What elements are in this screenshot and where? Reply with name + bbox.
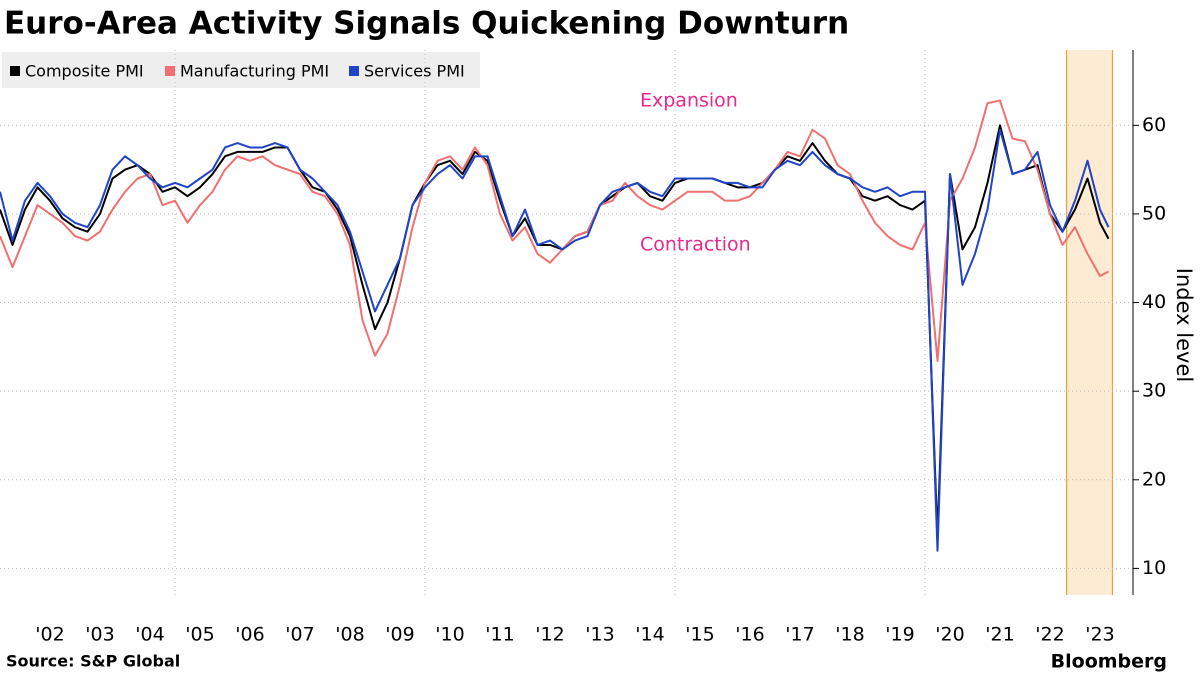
annotation: Expansion	[640, 90, 738, 112]
x-tick-label: '09	[385, 624, 414, 646]
x-tick-label: '04	[135, 624, 164, 646]
series-line	[0, 128, 1110, 552]
y-tick-label: 60	[1142, 114, 1166, 136]
x-tick-label: '16	[735, 624, 764, 646]
x-tick-label: '03	[85, 624, 114, 646]
x-tick-label: '22	[1035, 624, 1064, 646]
y-axis-label: Index level	[1172, 268, 1196, 382]
legend-box	[2, 52, 480, 88]
y-tick-label: 10	[1142, 557, 1166, 579]
y-tick-label: 30	[1142, 380, 1166, 402]
x-tick-label: '15	[685, 624, 714, 646]
x-tick-label: '05	[185, 624, 214, 646]
x-tick-label: '07	[285, 624, 314, 646]
plot-area: 10 20 30 40 50 60 '02 '03 '04 '05 '06 '07 '08 '09 '10 '…	[0, 50, 1166, 646]
legend-label: Manufacturing PMI	[180, 62, 329, 81]
annotation: Contraction	[640, 234, 751, 256]
series-line	[0, 99, 1109, 363]
brand: Bloomberg	[1051, 651, 1167, 673]
x-tick-label: '14	[635, 624, 664, 646]
highlight-region	[1066, 50, 1113, 595]
x-tick-label: '11	[485, 624, 514, 646]
x-tick-label: '08	[335, 624, 364, 646]
x-tick-label: '18	[835, 624, 864, 646]
y-tick-label: 50	[1142, 202, 1166, 224]
legend-swatch	[10, 66, 20, 76]
source: Source: S&P Global	[6, 652, 180, 671]
x-tick-label: '19	[885, 624, 914, 646]
chart-title: Euro-Area Activity Signals Quickening Do…	[4, 6, 849, 42]
x-tick-label: '13	[585, 624, 614, 646]
x-tick-label: '21	[985, 624, 1014, 646]
x-tick-label: '10	[435, 624, 464, 646]
x-tick-label: '17	[785, 624, 814, 646]
y-tick-label: 40	[1142, 291, 1166, 313]
legend-swatch	[349, 66, 359, 76]
x-tick-label: '02	[35, 624, 64, 646]
legend-label: Composite PMI	[25, 62, 144, 81]
x-tick-label: '23	[1085, 624, 1114, 646]
y-tick-label: 20	[1142, 468, 1166, 490]
x-tick-label: '06	[235, 624, 264, 646]
legend-label: Services PMI	[364, 62, 465, 81]
legend-swatch	[165, 66, 175, 76]
x-tick-label: '12	[535, 624, 564, 646]
x-tick-label: '20	[935, 624, 964, 646]
